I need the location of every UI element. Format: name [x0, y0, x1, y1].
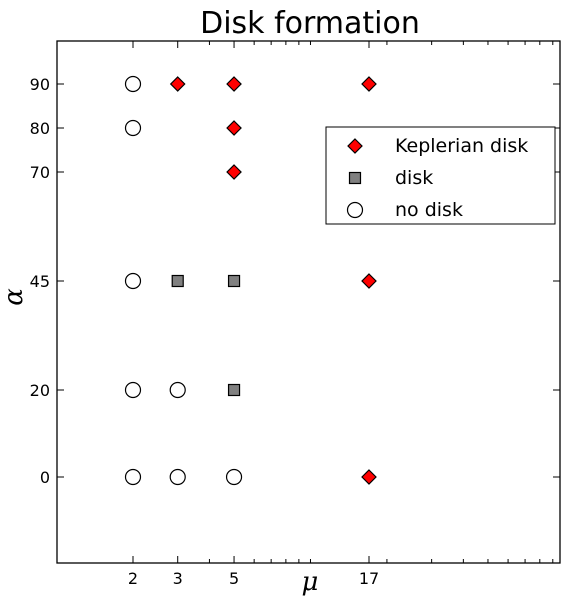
legend-marker-no-disk: [346, 201, 364, 219]
no-disk-point: [124, 75, 142, 93]
y-axis-label: α: [0, 288, 29, 306]
x-tick-label: 5: [229, 569, 239, 588]
no-disk-point: [124, 468, 142, 486]
legend-label-no-disk: no disk: [395, 199, 463, 221]
disk-point: [227, 274, 241, 288]
legend-marker-disk: [348, 171, 362, 185]
y-tick-label: 45: [30, 272, 50, 291]
disk-point: [171, 274, 184, 288]
no-disk-point: [124, 272, 142, 290]
x-tick-label: 2: [128, 569, 138, 588]
no-disk-point: [169, 381, 186, 399]
x-tick-label: 17: [359, 569, 379, 588]
keplerian-disk-point: [361, 469, 377, 485]
no-disk-point: [124, 119, 142, 137]
y-tick-label: 90: [30, 75, 50, 94]
y-tick-label: 0: [40, 468, 50, 487]
y-tick-label: 20: [30, 381, 50, 400]
tick-labels: 2 3 5 17 0 20 45 70 80 90: [30, 75, 380, 588]
legend: Keplerian disk disk no disk: [325, 126, 556, 225]
legend-label-keplerian-disk: Keplerian disk: [395, 135, 528, 157]
no-disk-point: [124, 381, 142, 399]
no-disk-point: [225, 468, 243, 486]
keplerian-disk-point: [226, 120, 242, 136]
keplerian-disk-point: [226, 164, 242, 180]
axis-ticks: [57, 41, 560, 563]
y-tick-label: 80: [30, 119, 50, 138]
data-points: [124, 75, 377, 486]
legend-markers: [346, 138, 364, 219]
disk-point: [227, 383, 241, 397]
keplerian-disk-point: [361, 273, 377, 289]
y-tick-label: 70: [30, 163, 50, 182]
keplerian-disk-point: [226, 76, 242, 92]
legend-box: [325, 126, 556, 225]
x-tick-label: 3: [173, 569, 183, 588]
keplerian-disk-point: [361, 76, 377, 92]
plot-frame: [56, 40, 561, 564]
legend-marker-keplerian-disk: [347, 138, 363, 154]
x-axis-label: μ: [302, 567, 319, 597]
keplerian-disk-point: [169, 76, 186, 92]
no-disk-point: [169, 468, 186, 486]
chart-title: Disk formation: [200, 6, 420, 41]
legend-label-disk: disk: [395, 167, 433, 189]
